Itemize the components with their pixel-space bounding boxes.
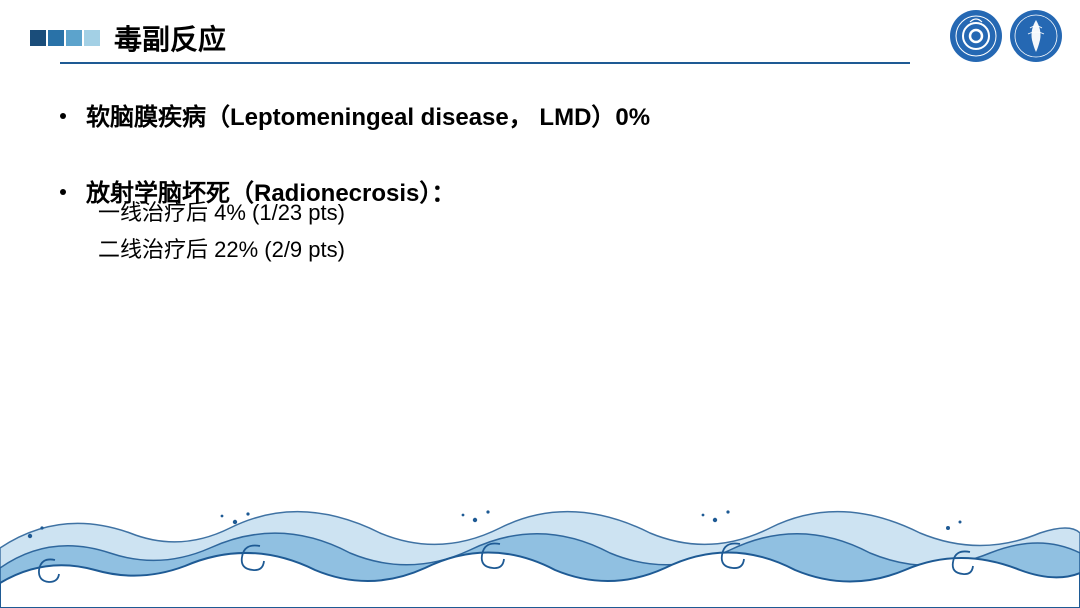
accent-square (84, 30, 100, 46)
header-accent-squares (30, 30, 100, 46)
org-logo-1 (950, 10, 1002, 62)
slide-header: 毒副反应 (0, 0, 1080, 64)
accent-square (66, 30, 82, 46)
bullet-dot-icon (60, 113, 66, 119)
slide-content: 软脑膜疾病（Leptomeningeal disease， LMD）0% 放射学… (0, 64, 1080, 269)
title-underline (60, 62, 910, 64)
sub-item: 一线治疗后 4% (1/23 pts) (98, 194, 1020, 231)
bullet-item: 软脑膜疾病（Leptomeningeal disease， LMD）0% (60, 100, 1020, 136)
accent-square (48, 30, 64, 46)
bullet-text: 软脑膜疾病（Leptomeningeal disease， LMD）0% (86, 100, 650, 136)
accent-square (30, 30, 46, 46)
sub-item-list: 一线治疗后 4% (1/23 pts) 二线治疗后 22% (2/9 pts) (98, 194, 1020, 269)
sub-item: 二线治疗后 22% (2/9 pts) (98, 231, 1020, 268)
slide-title: 毒副反应 (114, 18, 226, 58)
org-logo-2 (1010, 10, 1062, 62)
bullet-dot-icon (60, 189, 66, 195)
wave-decoration (0, 478, 1080, 608)
logo-container (950, 10, 1062, 62)
